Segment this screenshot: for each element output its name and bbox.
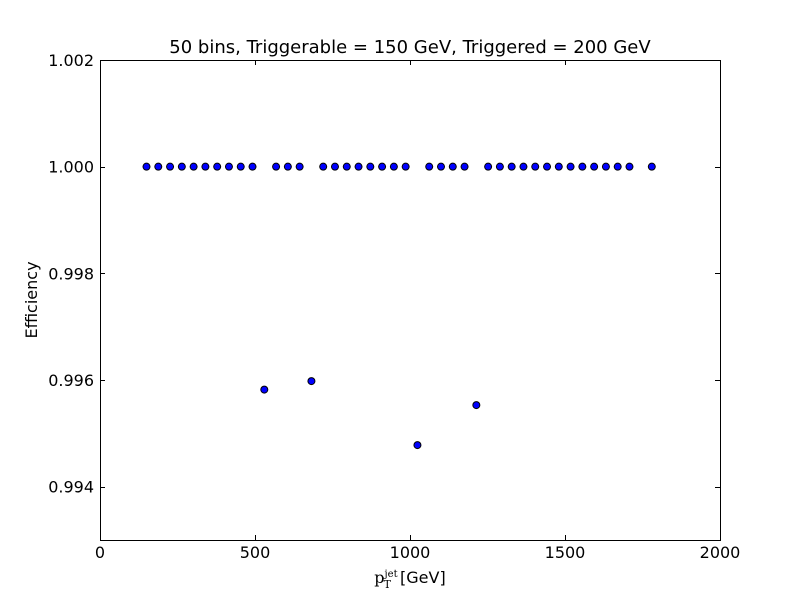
data-point	[213, 162, 222, 171]
x-axis-label-unit: [GeV]	[395, 568, 446, 587]
data-point	[448, 162, 457, 171]
data-point	[342, 162, 351, 171]
data-point	[554, 162, 563, 171]
data-point	[425, 162, 434, 171]
x-axis-label-subscript: T	[384, 578, 392, 591]
data-point	[519, 162, 528, 171]
data-point	[401, 162, 410, 171]
data-point	[378, 162, 387, 171]
data-point	[601, 162, 610, 171]
data-point	[295, 162, 304, 171]
data-point	[307, 377, 316, 386]
chart-title: 50 bins, Triggerable = 150 GeV, Triggere…	[169, 37, 651, 58]
data-point	[283, 162, 292, 171]
x-tick-label: 1000	[390, 543, 431, 562]
data-point	[166, 162, 175, 171]
data-point	[578, 162, 587, 171]
data-point	[201, 162, 210, 171]
data-point	[472, 401, 481, 410]
x-tick-label: 2000	[700, 543, 741, 562]
data-point	[224, 162, 233, 171]
data-points	[142, 162, 656, 450]
data-point	[189, 162, 198, 171]
data-point	[543, 162, 552, 171]
y-axis-label: Efficiency	[22, 261, 41, 338]
data-point	[531, 162, 540, 171]
data-point	[590, 162, 599, 171]
data-point	[354, 162, 363, 171]
data-point	[330, 162, 339, 171]
data-point	[507, 162, 516, 171]
y-axis-ticks: 0.994 0.996 0.998 1.000 1.002	[48, 51, 720, 497]
x-tick-label: 0	[95, 543, 105, 562]
data-point	[319, 162, 328, 171]
y-tick-label: 1.000	[48, 158, 94, 177]
x-tick-label: 1500	[545, 543, 586, 562]
data-point	[647, 162, 656, 171]
data-point	[260, 385, 269, 394]
data-point	[625, 162, 634, 171]
data-point	[236, 162, 245, 171]
data-point	[248, 162, 257, 171]
x-axis-label-superscript: jet	[384, 569, 398, 580]
data-point	[142, 162, 151, 171]
data-point	[460, 162, 469, 171]
data-point	[495, 162, 504, 171]
data-point	[484, 162, 493, 171]
y-tick-label: 0.998	[48, 264, 94, 283]
x-tick-label: 500	[240, 543, 271, 562]
y-tick-label: 0.994	[48, 478, 94, 497]
y-tick-label: 1.002	[48, 51, 94, 70]
data-point	[437, 162, 445, 171]
data-point	[413, 441, 422, 450]
data-point	[566, 162, 575, 171]
x-axis-label: pjet T [GeV]	[374, 568, 445, 591]
data-point	[177, 162, 186, 171]
x-axis-ticks: 0 500 1000 1500 2000	[95, 60, 740, 562]
y-tick-label: 0.996	[48, 371, 94, 390]
data-point	[366, 162, 375, 171]
data-point	[389, 162, 398, 171]
data-point	[272, 162, 281, 171]
x-axis-label-main: p	[374, 568, 384, 587]
plot-frame	[100, 60, 721, 541]
data-point	[613, 162, 622, 171]
data-point	[154, 162, 163, 171]
